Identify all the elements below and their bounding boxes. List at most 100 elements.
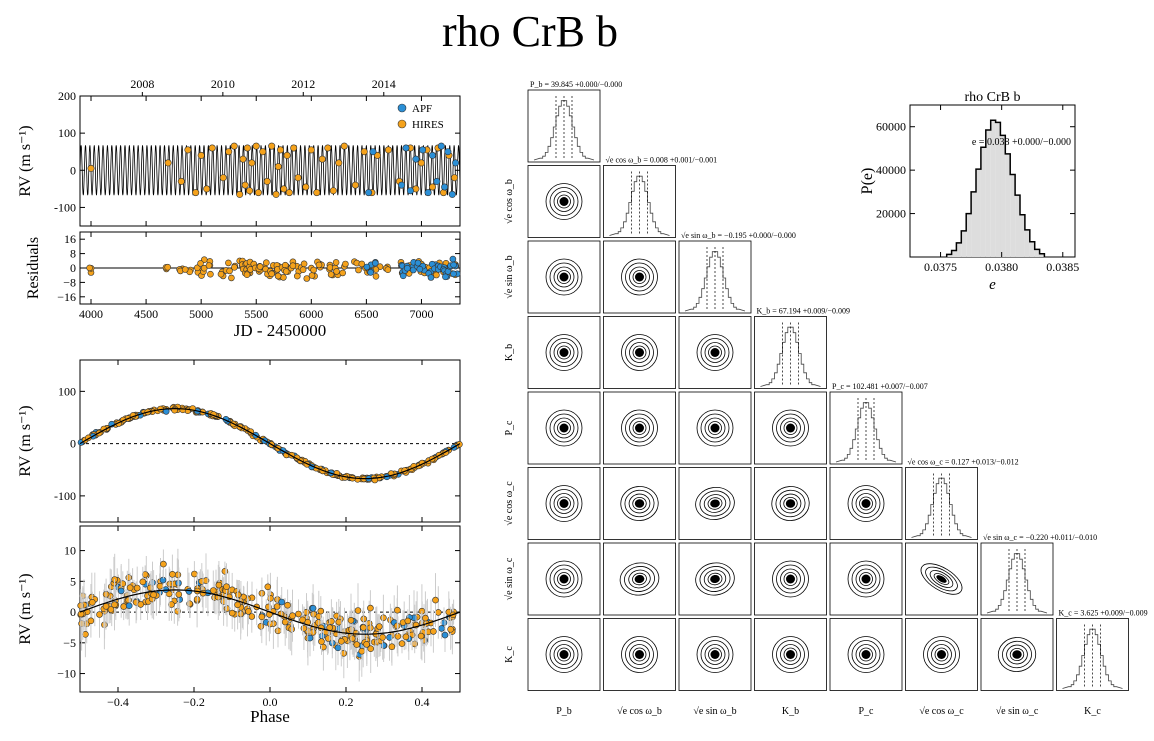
- corner-yaxis-label: √e sin ω_c: [504, 557, 515, 600]
- corner-contour: [553, 644, 575, 665]
- rv-point-apf: [369, 148, 377, 156]
- ecc-bar: [971, 191, 976, 257]
- corner-hist-title: √e cos ω_b = 0.008 +0.001/−0.001: [606, 156, 718, 165]
- corner-contour: [625, 640, 654, 669]
- corner-hist-title: K_c = 3.625 +0.009/−0.009: [1059, 609, 1148, 618]
- rv-point-hires: [259, 148, 267, 156]
- residuals-y-tick-label: 16: [64, 232, 76, 246]
- corner-yaxis-label: √e cos ω_b: [504, 179, 515, 224]
- corner-contour: [553, 191, 575, 212]
- rv-point-hires: [192, 189, 200, 197]
- corner-contour: [700, 413, 730, 443]
- phase-c-point: [309, 604, 317, 612]
- residuals-y-tick-label: 0: [70, 261, 76, 275]
- corner-contour: [931, 644, 952, 665]
- phase-c-point: [228, 609, 236, 617]
- phase-c-point: [257, 622, 265, 630]
- rv-point-hires: [329, 187, 337, 195]
- rv-point-hires: [428, 183, 436, 191]
- corner-contour: [708, 345, 722, 360]
- rv-point-hires: [203, 185, 211, 193]
- rv-point-apf: [428, 151, 436, 159]
- phase-c-point: [367, 645, 375, 653]
- residual-point-hires: [300, 260, 308, 268]
- residual-point-hires: [333, 268, 340, 275]
- phase-c-point: [404, 617, 412, 625]
- rv-point-hires: [274, 163, 282, 171]
- residual-point-apf: [449, 255, 457, 263]
- corner-contour: [553, 266, 575, 288]
- corner-xaxis-label: P_c: [859, 706, 875, 717]
- phase-c-point: [375, 623, 383, 630]
- phase-c-point: [120, 603, 127, 610]
- phase-c-point: [278, 598, 286, 606]
- corner-contour: [549, 489, 579, 518]
- phase-c-point: [125, 602, 133, 610]
- rv-point-hires: [164, 159, 172, 167]
- rv-point-hires: [252, 142, 260, 150]
- corner-contour: [1002, 640, 1032, 669]
- ecc-bar: [951, 250, 957, 257]
- rv-timeseries-y-tick-label: -100: [54, 200, 76, 214]
- phase-c-point: [125, 574, 133, 581]
- phase-c-y-tick-label: −10: [57, 667, 76, 681]
- phase-c-point: [111, 601, 118, 609]
- residual-point-hires: [355, 266, 362, 274]
- phase-c-point: [137, 601, 144, 608]
- residual-point-hires: [339, 269, 347, 277]
- residual-point-hires: [226, 267, 233, 275]
- residuals-y-tick-label: 8: [70, 247, 76, 261]
- phase-c-point: [324, 635, 332, 642]
- rv-timeseries-y-tick-label: 200: [58, 89, 76, 103]
- phase-b-y-tick-label: 100: [58, 384, 76, 398]
- corner-hist-title: P_b = 39.845 +0.000/−0.000: [530, 80, 622, 89]
- residual-point-hires: [342, 260, 349, 268]
- corner-contour: [632, 572, 647, 586]
- corner-contour: [855, 493, 877, 514]
- residual-point-hires: [243, 271, 251, 279]
- phase-c-point: [210, 587, 217, 594]
- phase-c-point: [299, 616, 306, 624]
- corner-contour: [707, 497, 723, 510]
- corner-yaxis-label: K_b: [504, 344, 515, 361]
- residual-point-hires: [164, 263, 171, 271]
- rv-point-hires: [302, 183, 310, 191]
- corner-contour: [629, 417, 650, 439]
- phase-c-point: [360, 624, 367, 631]
- phase-c-point: [422, 614, 429, 622]
- corner-contour: [783, 572, 798, 586]
- rv-point-hires: [246, 187, 254, 195]
- corner-contour: [923, 636, 960, 673]
- corner-core: [634, 499, 645, 508]
- phase-c-point: [353, 641, 361, 648]
- residual-point-hires: [327, 271, 335, 278]
- phase-c-point: [388, 643, 396, 651]
- phase-c-point: [337, 637, 345, 645]
- corner-contour: [545, 560, 583, 598]
- phase-c-point: [245, 608, 252, 615]
- corner-contour: [708, 421, 722, 435]
- rv-point-apf: [424, 189, 432, 197]
- residual-point-hires: [256, 263, 264, 270]
- residual-point-hires: [86, 264, 93, 272]
- corner-contour: [704, 644, 726, 665]
- corner-contour: [847, 560, 885, 598]
- rv-point-hires: [263, 177, 271, 185]
- corner-contour: [545, 485, 583, 522]
- phase-b-point: [179, 406, 187, 414]
- phase-c-point: [125, 596, 132, 604]
- rv-point-hires: [351, 181, 359, 189]
- residual-point-hires: [384, 266, 392, 274]
- corner-contour: [780, 644, 801, 665]
- rv-point-hires: [177, 177, 185, 185]
- ecc-title: rho CrB b: [965, 90, 1021, 105]
- phase-c-model-curve: [79, 589, 461, 635]
- corner-core: [635, 650, 644, 659]
- corner-contour: [783, 496, 798, 511]
- ecc-y-tick-label: 40000: [876, 163, 906, 177]
- rv-point-apf: [433, 177, 441, 185]
- corner-contour: [549, 564, 579, 594]
- residual-point-apf: [450, 261, 457, 269]
- residual-point-hires: [289, 262, 297, 270]
